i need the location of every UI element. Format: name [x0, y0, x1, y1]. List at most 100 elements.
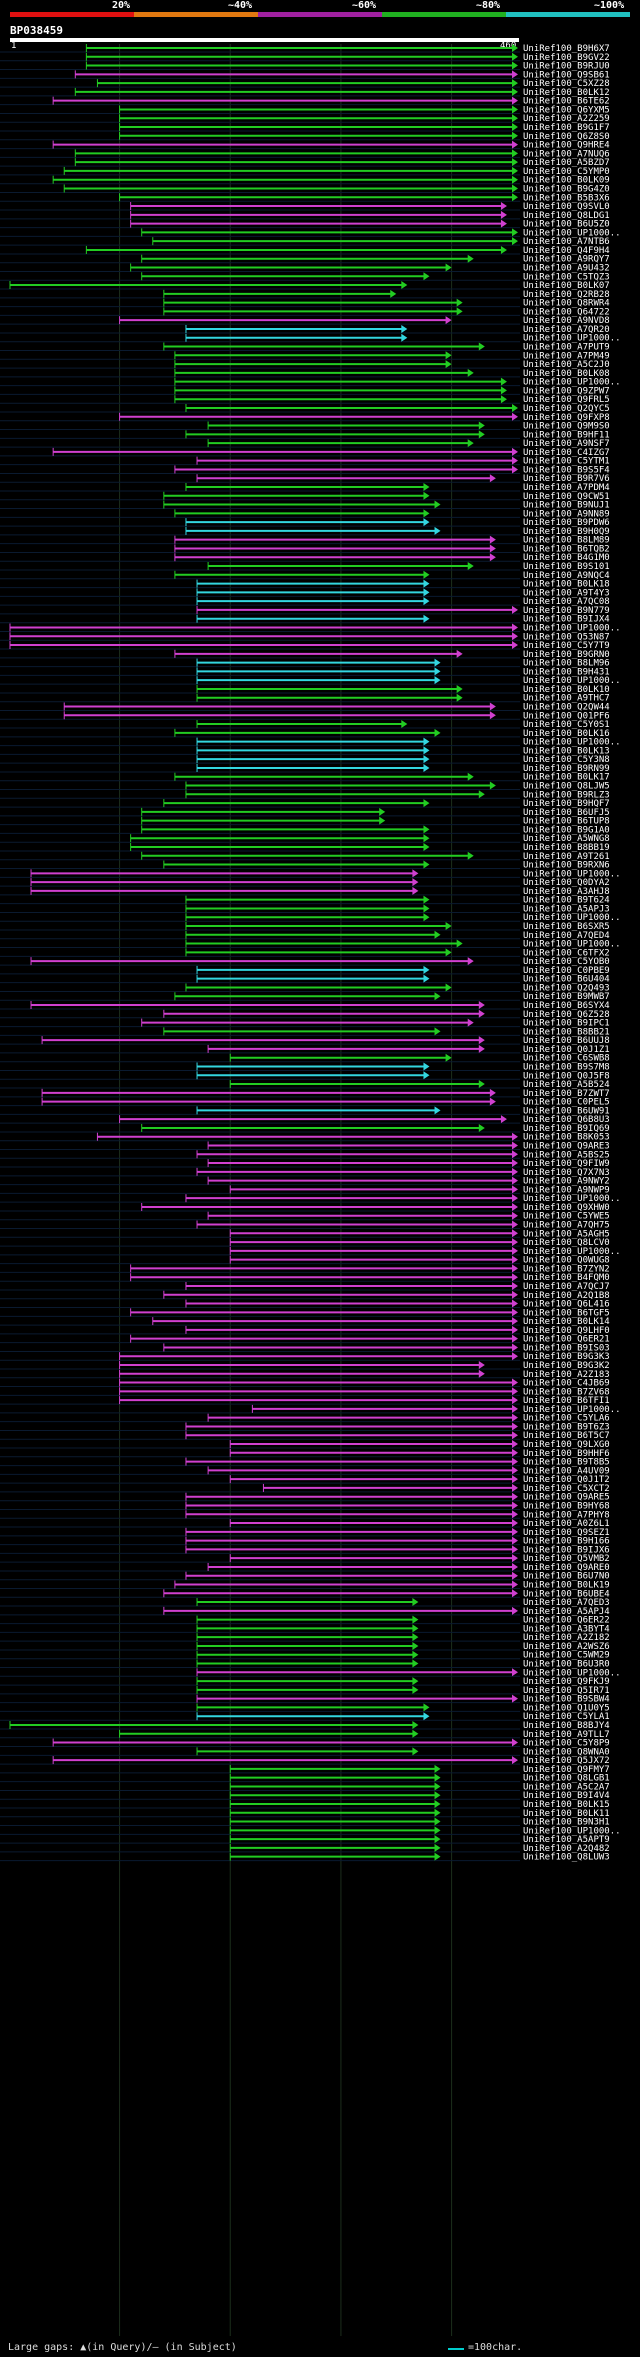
hit-label[interactable]: UniRef100_B6U3R0 [523, 1660, 610, 1670]
hit-label[interactable]: UniRef100_B9G4Z0 [523, 184, 610, 194]
hit-label[interactable]: UniRef100_Q5JX72 [523, 1756, 610, 1766]
hit-label[interactable]: UniRef100_Q01PF6 [523, 711, 610, 721]
hit-label[interactable]: UniRef100_Q6B8U3 [523, 1115, 610, 1125]
hit-label[interactable]: UniRef100_Q6Z8S0 [523, 132, 610, 142]
hit-label[interactable]: UniRef100_C5Y0S1 [523, 720, 610, 730]
hit-label[interactable]: UniRef100_Q6ER21 [523, 1335, 610, 1345]
hit-label[interactable]: UniRef100_UP1000.. [523, 378, 621, 388]
hit-label[interactable]: UniRef100_Q5IR71 [523, 1686, 610, 1696]
hit-label[interactable]: UniRef100_C5Y8P9 [523, 1739, 610, 1749]
hit-label[interactable]: UniRef100_B6UBE4 [523, 1589, 610, 1599]
hit-label[interactable]: UniRef100_Q64722 [523, 307, 610, 317]
hit-label[interactable]: UniRef100_A5B524 [523, 1080, 610, 1090]
hit-label[interactable]: UniRef100_A7PUT9 [523, 343, 610, 353]
hit-label[interactable]: UniRef100_B9HF11 [523, 430, 610, 440]
hit-label[interactable]: UniRef100_Q9FMY7 [523, 1765, 610, 1775]
hit-label[interactable]: UniRef100_B9IJX4 [523, 615, 610, 625]
hit-label[interactable]: UniRef100_B0LK14 [523, 1317, 610, 1327]
hit-label[interactable]: UniRef100_B5B3X6 [523, 193, 610, 203]
hit-label[interactable]: UniRef100_B0LK11 [523, 1809, 610, 1819]
hit-label[interactable]: UniRef100_B6U7N0 [523, 1572, 610, 1582]
hit-label[interactable]: UniRef100_B6UW91 [523, 1106, 610, 1116]
hit-label[interactable]: UniRef100_B4FQM0 [523, 1273, 610, 1283]
hit-label[interactable]: UniRef100_A9NWP9 [523, 1185, 610, 1195]
hit-label[interactable]: UniRef100_C4IZG7 [523, 448, 610, 458]
hit-label[interactable]: UniRef100_B0LK07 [523, 281, 610, 291]
hit-label[interactable]: UniRef100_UP1000.. [523, 1826, 621, 1836]
hit-label[interactable]: UniRef100_B8BB21 [523, 1027, 610, 1037]
hit-label[interactable]: UniRef100_Q2RB28 [523, 290, 610, 300]
hit-label[interactable]: UniRef100_Q9FXP8 [523, 413, 610, 423]
hit-label[interactable]: UniRef100_B9HQF7 [523, 799, 610, 809]
hit-label[interactable]: UniRef100_B9G3K3 [523, 1352, 610, 1362]
hit-label[interactable]: UniRef100_Q0J1Z1 [523, 1045, 610, 1055]
hit-label[interactable]: UniRef100_B9RXN6 [523, 861, 610, 871]
hit-label[interactable]: UniRef100_Q9M9S0 [523, 422, 610, 432]
hit-label[interactable]: UniRef100_A5APT9 [523, 1835, 610, 1845]
hit-label[interactable]: UniRef100_C4JB69 [523, 1379, 610, 1389]
hit-label[interactable]: UniRef100_Q9SB61 [523, 70, 610, 80]
hit-label[interactable]: UniRef100_UP1000.. [523, 738, 621, 748]
hit-label[interactable]: UniRef100_C5XCT2 [523, 1484, 610, 1494]
hit-label[interactable]: UniRef100_A5BZD7 [523, 158, 610, 168]
hit-label[interactable]: UniRef100_UP1000.. [523, 1668, 621, 1678]
hit-label[interactable]: UniRef100_B0LK09 [523, 176, 610, 186]
hit-label[interactable]: UniRef100_A7PDM4 [523, 483, 610, 493]
hit-label[interactable]: UniRef100_B7ZWT7 [523, 1089, 610, 1099]
hit-label[interactable]: UniRef100_A9NWY2 [523, 1177, 610, 1187]
hit-label[interactable]: UniRef100_B6U404 [523, 975, 610, 985]
hit-label[interactable]: UniRef100_Q9FKJ9 [523, 1677, 610, 1687]
hit-label[interactable]: UniRef100_A7NUQ6 [523, 149, 610, 159]
hit-label[interactable]: UniRef100_A9T261 [523, 852, 610, 862]
hit-label[interactable]: UniRef100_Q4F9H4 [523, 246, 610, 256]
hit-label[interactable]: UniRef100_B0LK19 [523, 1581, 610, 1591]
hit-label[interactable]: UniRef100_C5WM29 [523, 1651, 610, 1661]
hit-label[interactable]: UniRef100_B9IJX6 [523, 1545, 610, 1555]
hit-label[interactable]: UniRef100_B0LK13 [523, 746, 610, 756]
hit-label[interactable]: UniRef100_B9SBW4 [523, 1695, 610, 1705]
hit-label[interactable]: UniRef100_Q2Q493 [523, 983, 610, 993]
hit-label[interactable]: UniRef100_Q9ZPW7 [523, 386, 610, 396]
hit-label[interactable]: UniRef100_Q0DYA2 [523, 878, 610, 888]
hit-label[interactable]: UniRef100_A0Z6L1 [523, 1519, 610, 1529]
hit-label[interactable]: UniRef100_A7QC08 [523, 597, 610, 607]
hit-label[interactable]: UniRef100_Q6Z528 [523, 1010, 610, 1020]
hit-label[interactable]: UniRef100_A2Z183 [523, 1370, 610, 1380]
hit-label[interactable]: UniRef100_C0PBE9 [523, 966, 610, 976]
hit-label[interactable]: UniRef100_B9G3K2 [523, 1361, 610, 1371]
hit-label[interactable]: UniRef100_B6TFI1 [523, 1396, 610, 1406]
hit-label[interactable]: UniRef100_Q9FIW9 [523, 1159, 610, 1169]
hit-label[interactable]: UniRef100_Q7X7N3 [523, 1168, 610, 1178]
hit-label[interactable]: UniRef100_C6TFX2 [523, 948, 610, 958]
hit-label[interactable]: UniRef100_B0LK18 [523, 580, 610, 590]
hit-label[interactable]: UniRef100_A5AGH5 [523, 1229, 610, 1239]
hit-label[interactable]: UniRef100_B6TGF5 [523, 1308, 610, 1318]
hit-label[interactable]: UniRef100_B9RN99 [523, 764, 610, 774]
hit-label[interactable]: UniRef100_B6TUP8 [523, 817, 610, 827]
hit-label[interactable]: UniRef100_Q6YXM5 [523, 105, 610, 115]
hit-label[interactable]: UniRef100_B9G1F7 [523, 123, 610, 133]
hit-label[interactable]: UniRef100_B9S5F4 [523, 465, 610, 475]
hit-label[interactable]: UniRef100_Q9ARE5 [523, 1493, 610, 1503]
hit-label[interactable]: UniRef100_UP1000.. [523, 940, 621, 950]
hit-label[interactable]: UniRef100_C5Y3N8 [523, 755, 610, 765]
hit-label[interactable]: UniRef100_B0LK08 [523, 369, 610, 379]
hit-label[interactable]: UniRef100_B0LK16 [523, 729, 610, 739]
hit-label[interactable]: UniRef100_B9S7M8 [523, 1062, 610, 1072]
hit-label[interactable]: UniRef100_B9H6X7 [523, 44, 610, 54]
hit-label[interactable]: UniRef100_B0LK10 [523, 685, 610, 695]
hit-label[interactable]: UniRef100_B9IS03 [523, 1343, 610, 1353]
hit-label[interactable]: UniRef100_A2Q1B8 [523, 1291, 610, 1301]
hit-label[interactable]: UniRef100_B7ZV68 [523, 1387, 610, 1397]
hit-label[interactable]: UniRef100_Q0J5F8 [523, 1071, 610, 1081]
hit-label[interactable]: UniRef100_A9U432 [523, 264, 610, 274]
hit-label[interactable]: UniRef100_A5C2A7 [523, 1782, 610, 1792]
hit-label[interactable]: UniRef100_A9THC7 [523, 694, 610, 704]
hit-label[interactable]: UniRef100_A9NSF7 [523, 439, 610, 449]
hit-label[interactable]: UniRef100_B9H431 [523, 667, 610, 677]
hit-label[interactable]: UniRef100_A7NTB6 [523, 237, 610, 247]
hit-label[interactable]: UniRef100_A7QED3 [523, 1598, 610, 1608]
hit-label[interactable]: UniRef100_A3AHJ8 [523, 887, 610, 897]
hit-label[interactable]: UniRef100_UP1000.. [523, 1405, 621, 1415]
hit-label[interactable]: UniRef100_Q6ER22 [523, 1616, 610, 1626]
